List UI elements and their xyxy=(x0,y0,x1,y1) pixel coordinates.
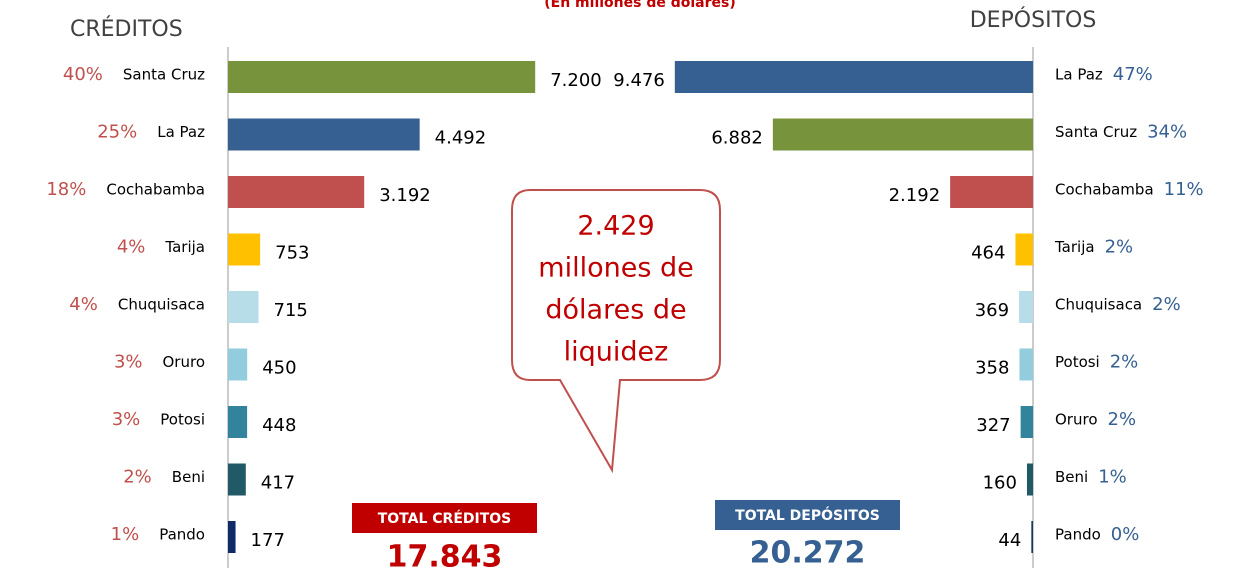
category-label: Tarija xyxy=(164,238,205,256)
value-label: 6.882 xyxy=(711,128,763,149)
total-value: 20.272 xyxy=(750,536,866,571)
value-label: 448 xyxy=(262,415,296,436)
share-label: 1% xyxy=(1098,467,1127,488)
total-box xyxy=(352,503,537,533)
value-label: 450 xyxy=(262,358,296,379)
category-label: Pando xyxy=(159,526,205,544)
category-label: Cochabamba xyxy=(106,181,205,199)
bar xyxy=(228,176,365,208)
category-label: Oruro xyxy=(1055,411,1098,429)
callout-text: dólares de xyxy=(545,295,686,326)
category-label: La Paz xyxy=(1055,66,1103,84)
bar xyxy=(228,406,248,438)
category-label: Santa Cruz xyxy=(1055,123,1137,141)
category-label: Tarija xyxy=(1054,238,1095,256)
value-label: 715 xyxy=(274,300,308,321)
category-label: Potosi xyxy=(160,411,205,429)
value-label: 327 xyxy=(976,415,1010,436)
share-label: 25% xyxy=(97,122,137,143)
bar xyxy=(950,176,1033,208)
value-label: 44 xyxy=(998,530,1021,551)
bar xyxy=(228,521,236,553)
bar xyxy=(228,463,246,496)
share-label: 34% xyxy=(1147,122,1187,143)
share-label: 40% xyxy=(63,64,103,85)
bar xyxy=(228,118,420,151)
share-label: 2% xyxy=(1105,237,1134,258)
share-label: 0% xyxy=(1111,524,1140,545)
value-label: 369 xyxy=(975,300,1009,321)
value-label: 177 xyxy=(251,530,285,551)
share-label: 11% xyxy=(1164,179,1204,200)
category-label: Chuquisaca xyxy=(1055,296,1142,314)
subtitle: (En millones de dólares) xyxy=(544,0,735,11)
category-label: Beni xyxy=(1055,468,1088,486)
category-label: Cochabamba xyxy=(1055,181,1154,199)
total-value: 17.843 xyxy=(387,540,503,573)
category-label: Chuquisaca xyxy=(118,296,205,314)
share-label: 2% xyxy=(1110,352,1139,373)
bar xyxy=(228,291,259,323)
bar xyxy=(228,61,536,93)
total-box xyxy=(715,500,900,530)
value-label: 753 xyxy=(275,243,309,264)
category-label: La Paz xyxy=(157,123,205,141)
bar xyxy=(1019,348,1033,381)
callout-bubble xyxy=(511,189,721,474)
value-label: 2.192 xyxy=(889,185,941,206)
bar xyxy=(772,118,1033,151)
bar xyxy=(228,348,248,381)
share-label: 18% xyxy=(46,179,86,200)
bar xyxy=(228,233,261,266)
bar xyxy=(1015,233,1033,266)
share-label: 2% xyxy=(1152,294,1181,315)
value-label: 4.492 xyxy=(435,128,487,149)
callout-text: liquidez xyxy=(564,337,669,368)
share-label: 4% xyxy=(117,237,146,258)
category-label: Oruro xyxy=(163,353,206,371)
share-label: 2% xyxy=(1108,409,1137,430)
category-label: Santa Cruz xyxy=(123,66,205,84)
value-label: 9.476 xyxy=(613,70,665,91)
total-title: TOTAL DEPÓSITOS xyxy=(735,506,880,524)
total-title: TOTAL CRÉDITOS xyxy=(378,510,512,527)
panel-title: CRÉDITOS xyxy=(70,16,183,42)
callout-text: millones de xyxy=(538,253,693,284)
value-label: 417 xyxy=(261,473,295,494)
callout xyxy=(511,189,721,474)
value-label: 358 xyxy=(975,358,1009,379)
share-label: 4% xyxy=(69,294,98,315)
share-label: 1% xyxy=(111,524,140,545)
bar xyxy=(1026,463,1033,496)
value-label: 464 xyxy=(971,243,1005,264)
bar xyxy=(1031,521,1033,553)
bar xyxy=(674,61,1033,93)
value-label: 7.200 xyxy=(550,70,602,91)
category-label: Pando xyxy=(1055,526,1101,544)
callout-text: 2.429 xyxy=(577,211,654,242)
panel-title: DEPÓSITOS xyxy=(970,7,1097,33)
category-label: Potosi xyxy=(1055,353,1100,371)
bar xyxy=(1020,406,1033,438)
value-label: 3.192 xyxy=(379,185,431,206)
share-label: 3% xyxy=(114,352,143,373)
category-label: Beni xyxy=(172,468,205,486)
share-label: 47% xyxy=(1113,64,1153,85)
value-label: 160 xyxy=(983,473,1017,494)
share-label: 2% xyxy=(123,467,152,488)
bar xyxy=(1019,291,1033,323)
share-label: 3% xyxy=(112,409,141,430)
